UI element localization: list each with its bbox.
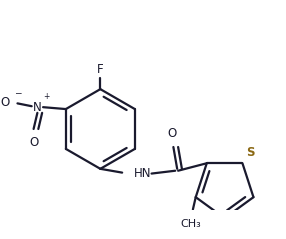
Text: O: O	[168, 127, 177, 140]
Text: O: O	[1, 96, 10, 109]
Text: F: F	[97, 63, 104, 76]
Text: N: N	[33, 101, 42, 114]
Text: S: S	[246, 147, 255, 159]
Text: O: O	[29, 136, 38, 149]
Text: −: −	[14, 88, 21, 97]
Text: +: +	[43, 92, 49, 102]
Text: HN: HN	[134, 167, 151, 180]
Text: CH₃: CH₃	[181, 219, 201, 229]
